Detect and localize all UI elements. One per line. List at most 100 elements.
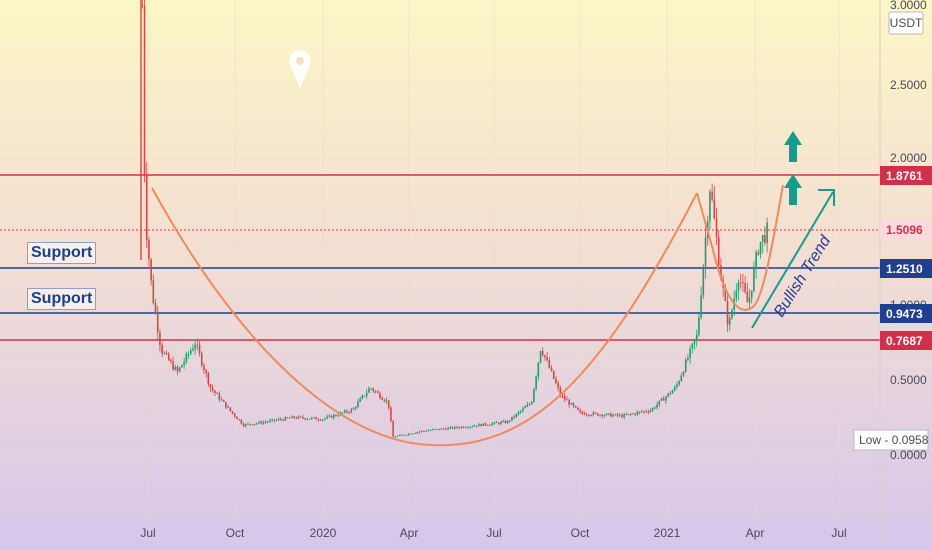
- candle-body: [612, 415, 614, 417]
- handle-curve-end: [696, 192, 714, 251]
- candle-body: [205, 370, 207, 374]
- candle-body: [473, 425, 476, 427]
- candle-body: [436, 428, 438, 430]
- candle-body: [535, 376, 537, 389]
- candle-body: [614, 414, 617, 416]
- candle-body: [368, 388, 370, 393]
- candle-body: [192, 348, 194, 351]
- candle-body: [141, 5, 144, 6]
- candle-body: [317, 419, 320, 421]
- candle-body: [266, 421, 269, 423]
- candle-body: [304, 418, 306, 420]
- candle-body: [354, 407, 357, 409]
- candle-body: [183, 361, 185, 366]
- candle-body: [739, 282, 742, 284]
- candle-body: [671, 390, 674, 394]
- candle-body: [550, 367, 553, 371]
- candle-body: [189, 350, 192, 354]
- candle-body: [709, 191, 711, 222]
- candle-body: [610, 413, 612, 417]
- candle-body: [242, 423, 245, 427]
- candle-body: [680, 375, 683, 381]
- candle-body: [207, 373, 210, 385]
- cup-curve: [151, 187, 698, 447]
- candle-body: [469, 426, 471, 428]
- candle-body: [148, 240, 150, 260]
- candle-body: [748, 297, 751, 303]
- low-marker-box: [853, 429, 929, 451]
- candle-body: [654, 407, 656, 409]
- candle-body: [766, 222, 768, 243]
- candle-body: [145, 173, 148, 241]
- candle-body: [761, 235, 764, 242]
- candle-body: [757, 252, 760, 255]
- candle-body: [348, 412, 350, 414]
- candle-body: [700, 295, 702, 318]
- candle-body: [504, 421, 507, 424]
- candle-body: [464, 427, 467, 429]
- x-tick-jul-2021: Jul: [831, 526, 846, 540]
- candle-body: [502, 421, 504, 423]
- candle-body: [240, 419, 243, 424]
- candle-body: [676, 384, 678, 388]
- candle-body: [486, 425, 489, 426]
- candle-body: [640, 411, 643, 413]
- level-badge-3: 1.2510: [880, 259, 932, 278]
- candle-body: [420, 430, 423, 432]
- candle-body: [590, 415, 592, 416]
- candle-body: [159, 332, 161, 346]
- candle-body: [379, 392, 381, 398]
- candle-body: [445, 428, 447, 430]
- candle-body: [568, 400, 570, 405]
- candle-body: [603, 415, 606, 417]
- candle-body: [337, 415, 339, 417]
- candle-body: [629, 413, 632, 415]
- candle-body: [407, 433, 410, 435]
- candle-body: [442, 428, 445, 430]
- candle-body: [755, 252, 757, 269]
- candle-body: [306, 418, 309, 420]
- candle-body: [427, 430, 430, 432]
- candle-body: [293, 416, 295, 418]
- candle-body: [150, 259, 152, 281]
- candle-body: [271, 419, 273, 421]
- candle-body: [198, 344, 201, 354]
- candle-body: [319, 419, 322, 421]
- candle-body: [555, 378, 557, 384]
- candle-body: [528, 404, 531, 405]
- candle-body: [691, 343, 694, 349]
- candle-body: [335, 415, 337, 416]
- candle-body: [176, 367, 179, 372]
- candle-body: [291, 416, 293, 418]
- candle-body: [233, 413, 236, 417]
- candle-body: [156, 313, 159, 333]
- x-tick-jul-2020: Jul: [486, 526, 501, 540]
- candle-body: [374, 391, 377, 392]
- candle-body: [238, 419, 240, 420]
- candle-body: [370, 388, 372, 390]
- candle-body: [390, 407, 392, 422]
- candle-body: [165, 352, 168, 354]
- candle-body: [447, 427, 449, 430]
- candle-body: [489, 424, 491, 426]
- candle-body: [533, 388, 535, 403]
- candle-body: [174, 367, 177, 370]
- candle-body: [548, 360, 551, 368]
- candle-body: [359, 398, 361, 402]
- grid: [0, 0, 880, 515]
- candle-body: [552, 370, 555, 379]
- candle-body: [627, 413, 630, 415]
- candle-body: [484, 423, 487, 426]
- candle-body: [566, 399, 568, 401]
- x-tick-oct-2020: Oct: [571, 526, 590, 540]
- candle-body: [387, 400, 390, 408]
- candle-body: [596, 413, 599, 416]
- candle-body: [330, 415, 333, 418]
- x-tick-2021: 2021: [654, 526, 681, 540]
- candle-body: [607, 413, 610, 415]
- candle-body: [203, 365, 205, 371]
- candle-body: [651, 407, 654, 411]
- candle-body: [541, 351, 544, 356]
- level-badge-5-value: 0.7687: [886, 334, 923, 348]
